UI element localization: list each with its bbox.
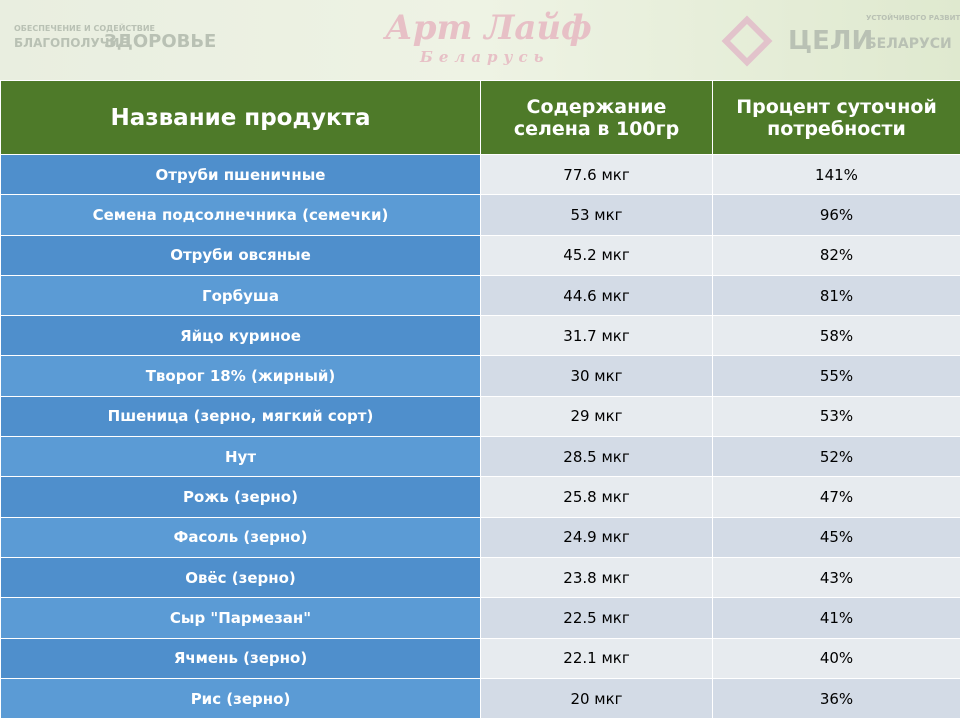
product-cell: Нут: [0, 436, 481, 478]
logo-text: Арт Лайф: [385, 8, 592, 48]
table-row: Нут 28.5 мкг 52%: [0, 436, 960, 478]
table-row: Творог 18% (жирный) 30 мкг 55%: [0, 355, 960, 397]
value-cell: 36%: [712, 677, 960, 720]
table-row: Ячмень (зерно) 22.1 мкг 40%: [0, 637, 960, 679]
value-cell: 24.9 мкг: [480, 516, 713, 558]
product-cell: Семена подсолнечника (семечки): [0, 194, 481, 236]
value-cell: 22.5 мкг: [480, 597, 713, 639]
header-row: Название продукта Содержание селена в 10…: [0, 80, 960, 155]
table-row: Сыр "Пармезан" 22.5 мкг 41%: [0, 597, 960, 639]
header-cell: Содержание селена в 100гр: [480, 80, 713, 155]
value-cell: 40%: [712, 637, 960, 679]
product-cell: Творог 18% (жирный): [0, 355, 481, 397]
value-cell: 82%: [712, 234, 960, 276]
value-cell: 45%: [712, 516, 960, 558]
product-cell: Рожь (зерно): [0, 476, 481, 518]
logo-text: БЕЛАРУСИ: [866, 36, 952, 52]
value-cell: 25.8 мкг: [480, 476, 713, 518]
value-cell: 52%: [712, 436, 960, 478]
product-cell: Отруби пшеничные: [0, 153, 481, 196]
product-cell: Сыр "Пармезан": [0, 597, 481, 639]
value-cell: 30 мкг: [480, 355, 713, 397]
product-cell: Отруби овсяные: [0, 234, 481, 276]
table-row: Фасоль (зерно) 24.9 мкг 45%: [0, 516, 960, 558]
product-cell: Рис (зерно): [0, 677, 481, 720]
value-cell: 45.2 мкг: [480, 234, 713, 276]
table-row: Рожь (зерно) 25.8 мкг 47%: [0, 476, 960, 518]
product-cell: Ячмень (зерно): [0, 637, 481, 679]
value-cell: 44.6 мкг: [480, 274, 713, 317]
value-cell: 29 мкг: [480, 395, 713, 438]
logo-bar: ОБЕСПЕЧЕНИЕ И СОДЕЙСТВИЕ БЛАГОПОЛУЧИЕ ЗД…: [0, 0, 960, 80]
header-cell: Процент суточной потребности: [712, 80, 960, 155]
logo-text: БЛАГОПОЛУЧИЕ: [14, 36, 128, 50]
logo-text: ЗДОРОВЬЕ: [104, 31, 217, 52]
value-cell: 81%: [712, 274, 960, 317]
header-cell: Название продукта: [0, 80, 481, 155]
table-row: Пшеница (зерно, мягкий сорт) 29 мкг 53%: [0, 395, 960, 438]
table-body: Отруби пшеничные 77.6 мкг 141% Семена подсо…: [0, 153, 960, 720]
logo-icon: [721, 15, 773, 67]
logo-text: Беларусь: [420, 48, 550, 66]
product-cell: Овёс (зерно): [0, 556, 481, 599]
value-cell: 20 мкг: [480, 677, 713, 720]
value-cell: 96%: [712, 194, 960, 236]
value-cell: 55%: [712, 355, 960, 397]
product-cell: Горбуша: [0, 274, 481, 317]
table-row: Отруби овсяные 45.2 мкг 82%: [0, 234, 960, 276]
value-cell: 22.1 мкг: [480, 637, 713, 679]
value-cell: 28.5 мкг: [480, 436, 713, 478]
value-cell: 23.8 мкг: [480, 556, 713, 599]
value-cell: 141%: [712, 153, 960, 196]
value-cell: 41%: [712, 597, 960, 639]
table-row: Отруби пшеничные 77.6 мкг 141%: [0, 153, 960, 196]
value-cell: 77.6 мкг: [480, 153, 713, 196]
table-row: Горбуша 44.6 мкг 81%: [0, 274, 960, 317]
table-row: Семена подсолнечника (семечки) 53 мкг 96%: [0, 194, 960, 236]
table-row: Овёс (зерно) 23.8 мкг 43%: [0, 556, 960, 599]
value-cell: 53%: [712, 395, 960, 438]
value-cell: 58%: [712, 315, 960, 357]
product-cell: Яйцо куриное: [0, 315, 481, 357]
logo-text: ОБЕСПЕЧЕНИЕ И СОДЕЙСТВИЕ: [14, 24, 155, 33]
logo-text: ЦЕЛИ: [788, 26, 874, 56]
product-cell: Фасоль (зерно): [0, 516, 481, 558]
table-row: Рис (зерно) 20 мкг 36%: [0, 677, 960, 720]
value-cell: 47%: [712, 476, 960, 518]
value-cell: 53 мкг: [480, 194, 713, 236]
selenium-table: Название продукта Содержание селена в 10…: [0, 80, 960, 720]
value-cell: 31.7 мкг: [480, 315, 713, 357]
table-row: Яйцо куриное 31.7 мкг 58%: [0, 315, 960, 357]
logo-text: УСТОЙЧИВОГО РАЗВИТИЯ: [866, 14, 960, 22]
product-cell: Пшеница (зерно, мягкий сорт): [0, 395, 481, 438]
value-cell: 43%: [712, 556, 960, 599]
